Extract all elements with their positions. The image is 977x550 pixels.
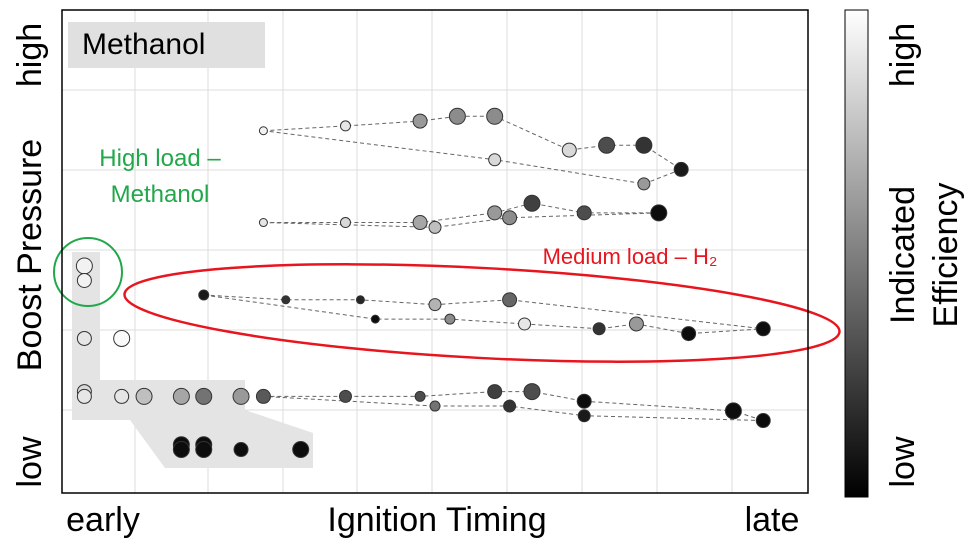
point bbox=[292, 441, 310, 459]
point bbox=[412, 215, 428, 231]
point bbox=[114, 388, 130, 404]
point bbox=[628, 316, 644, 332]
point bbox=[135, 387, 153, 405]
point bbox=[428, 220, 442, 234]
colorbar bbox=[844, 9, 869, 498]
point bbox=[75, 257, 93, 275]
box-label: Methanol bbox=[82, 28, 205, 61]
point bbox=[198, 289, 210, 301]
point bbox=[281, 295, 291, 305]
x-high: late bbox=[745, 501, 800, 539]
y-high: high bbox=[11, 23, 49, 87]
point bbox=[673, 161, 689, 177]
point bbox=[172, 441, 190, 459]
point bbox=[635, 136, 653, 154]
point bbox=[488, 153, 502, 167]
point bbox=[338, 389, 352, 403]
marks bbox=[75, 107, 771, 459]
plot-frame bbox=[61, 9, 809, 494]
point bbox=[414, 390, 426, 402]
point bbox=[561, 142, 577, 158]
point bbox=[76, 388, 92, 404]
point bbox=[113, 329, 131, 347]
point bbox=[429, 400, 441, 412]
point bbox=[195, 441, 213, 459]
point bbox=[487, 384, 503, 400]
point bbox=[502, 210, 518, 226]
point bbox=[577, 409, 591, 423]
y-low: low bbox=[11, 436, 49, 487]
annotation-line: Medium load – H₂ bbox=[543, 244, 718, 269]
point bbox=[412, 113, 428, 129]
colorbar-low: low bbox=[884, 436, 922, 487]
point bbox=[576, 205, 592, 221]
annotation: High load – Methanol bbox=[99, 145, 221, 208]
point bbox=[370, 314, 380, 324]
point bbox=[592, 322, 606, 336]
point bbox=[523, 383, 541, 401]
annotation: Medium load – H₂ bbox=[543, 244, 718, 269]
point bbox=[76, 272, 92, 288]
x-label: Ignition Timing bbox=[327, 501, 546, 539]
point bbox=[172, 387, 190, 405]
y-label: Boost Pressure bbox=[11, 139, 49, 371]
point bbox=[232, 387, 250, 405]
point bbox=[503, 399, 517, 413]
point bbox=[448, 107, 466, 125]
point bbox=[444, 313, 456, 325]
point bbox=[755, 413, 771, 429]
point bbox=[637, 177, 651, 191]
dashed-loop bbox=[263, 115, 683, 185]
point bbox=[258, 126, 268, 136]
dashed-loop bbox=[263, 202, 659, 228]
point bbox=[502, 292, 518, 308]
point bbox=[598, 136, 616, 154]
highlight-circle bbox=[53, 237, 123, 307]
point bbox=[355, 295, 365, 305]
x-low: early bbox=[66, 501, 140, 539]
label-box bbox=[68, 22, 265, 68]
shaded-region bbox=[72, 252, 313, 468]
point bbox=[255, 388, 271, 404]
point bbox=[576, 393, 592, 409]
point bbox=[258, 218, 268, 228]
point bbox=[428, 298, 442, 312]
point bbox=[518, 317, 532, 331]
point bbox=[487, 205, 503, 221]
point bbox=[233, 442, 249, 458]
point bbox=[650, 204, 668, 222]
point bbox=[76, 330, 92, 346]
point bbox=[339, 120, 351, 132]
point bbox=[755, 321, 771, 337]
colorbar-label: Efficiency bbox=[927, 183, 965, 328]
colorbar-high: high bbox=[884, 23, 922, 87]
annotation-line: Methanol bbox=[111, 181, 210, 208]
colorbar-label: Indicated bbox=[884, 186, 922, 324]
point bbox=[486, 107, 504, 125]
point bbox=[339, 217, 351, 229]
point bbox=[724, 402, 742, 420]
annotation-line: High load – bbox=[99, 145, 221, 172]
point bbox=[523, 194, 541, 212]
highlight-ellipse bbox=[123, 263, 841, 363]
point bbox=[195, 387, 213, 405]
point bbox=[681, 326, 697, 342]
